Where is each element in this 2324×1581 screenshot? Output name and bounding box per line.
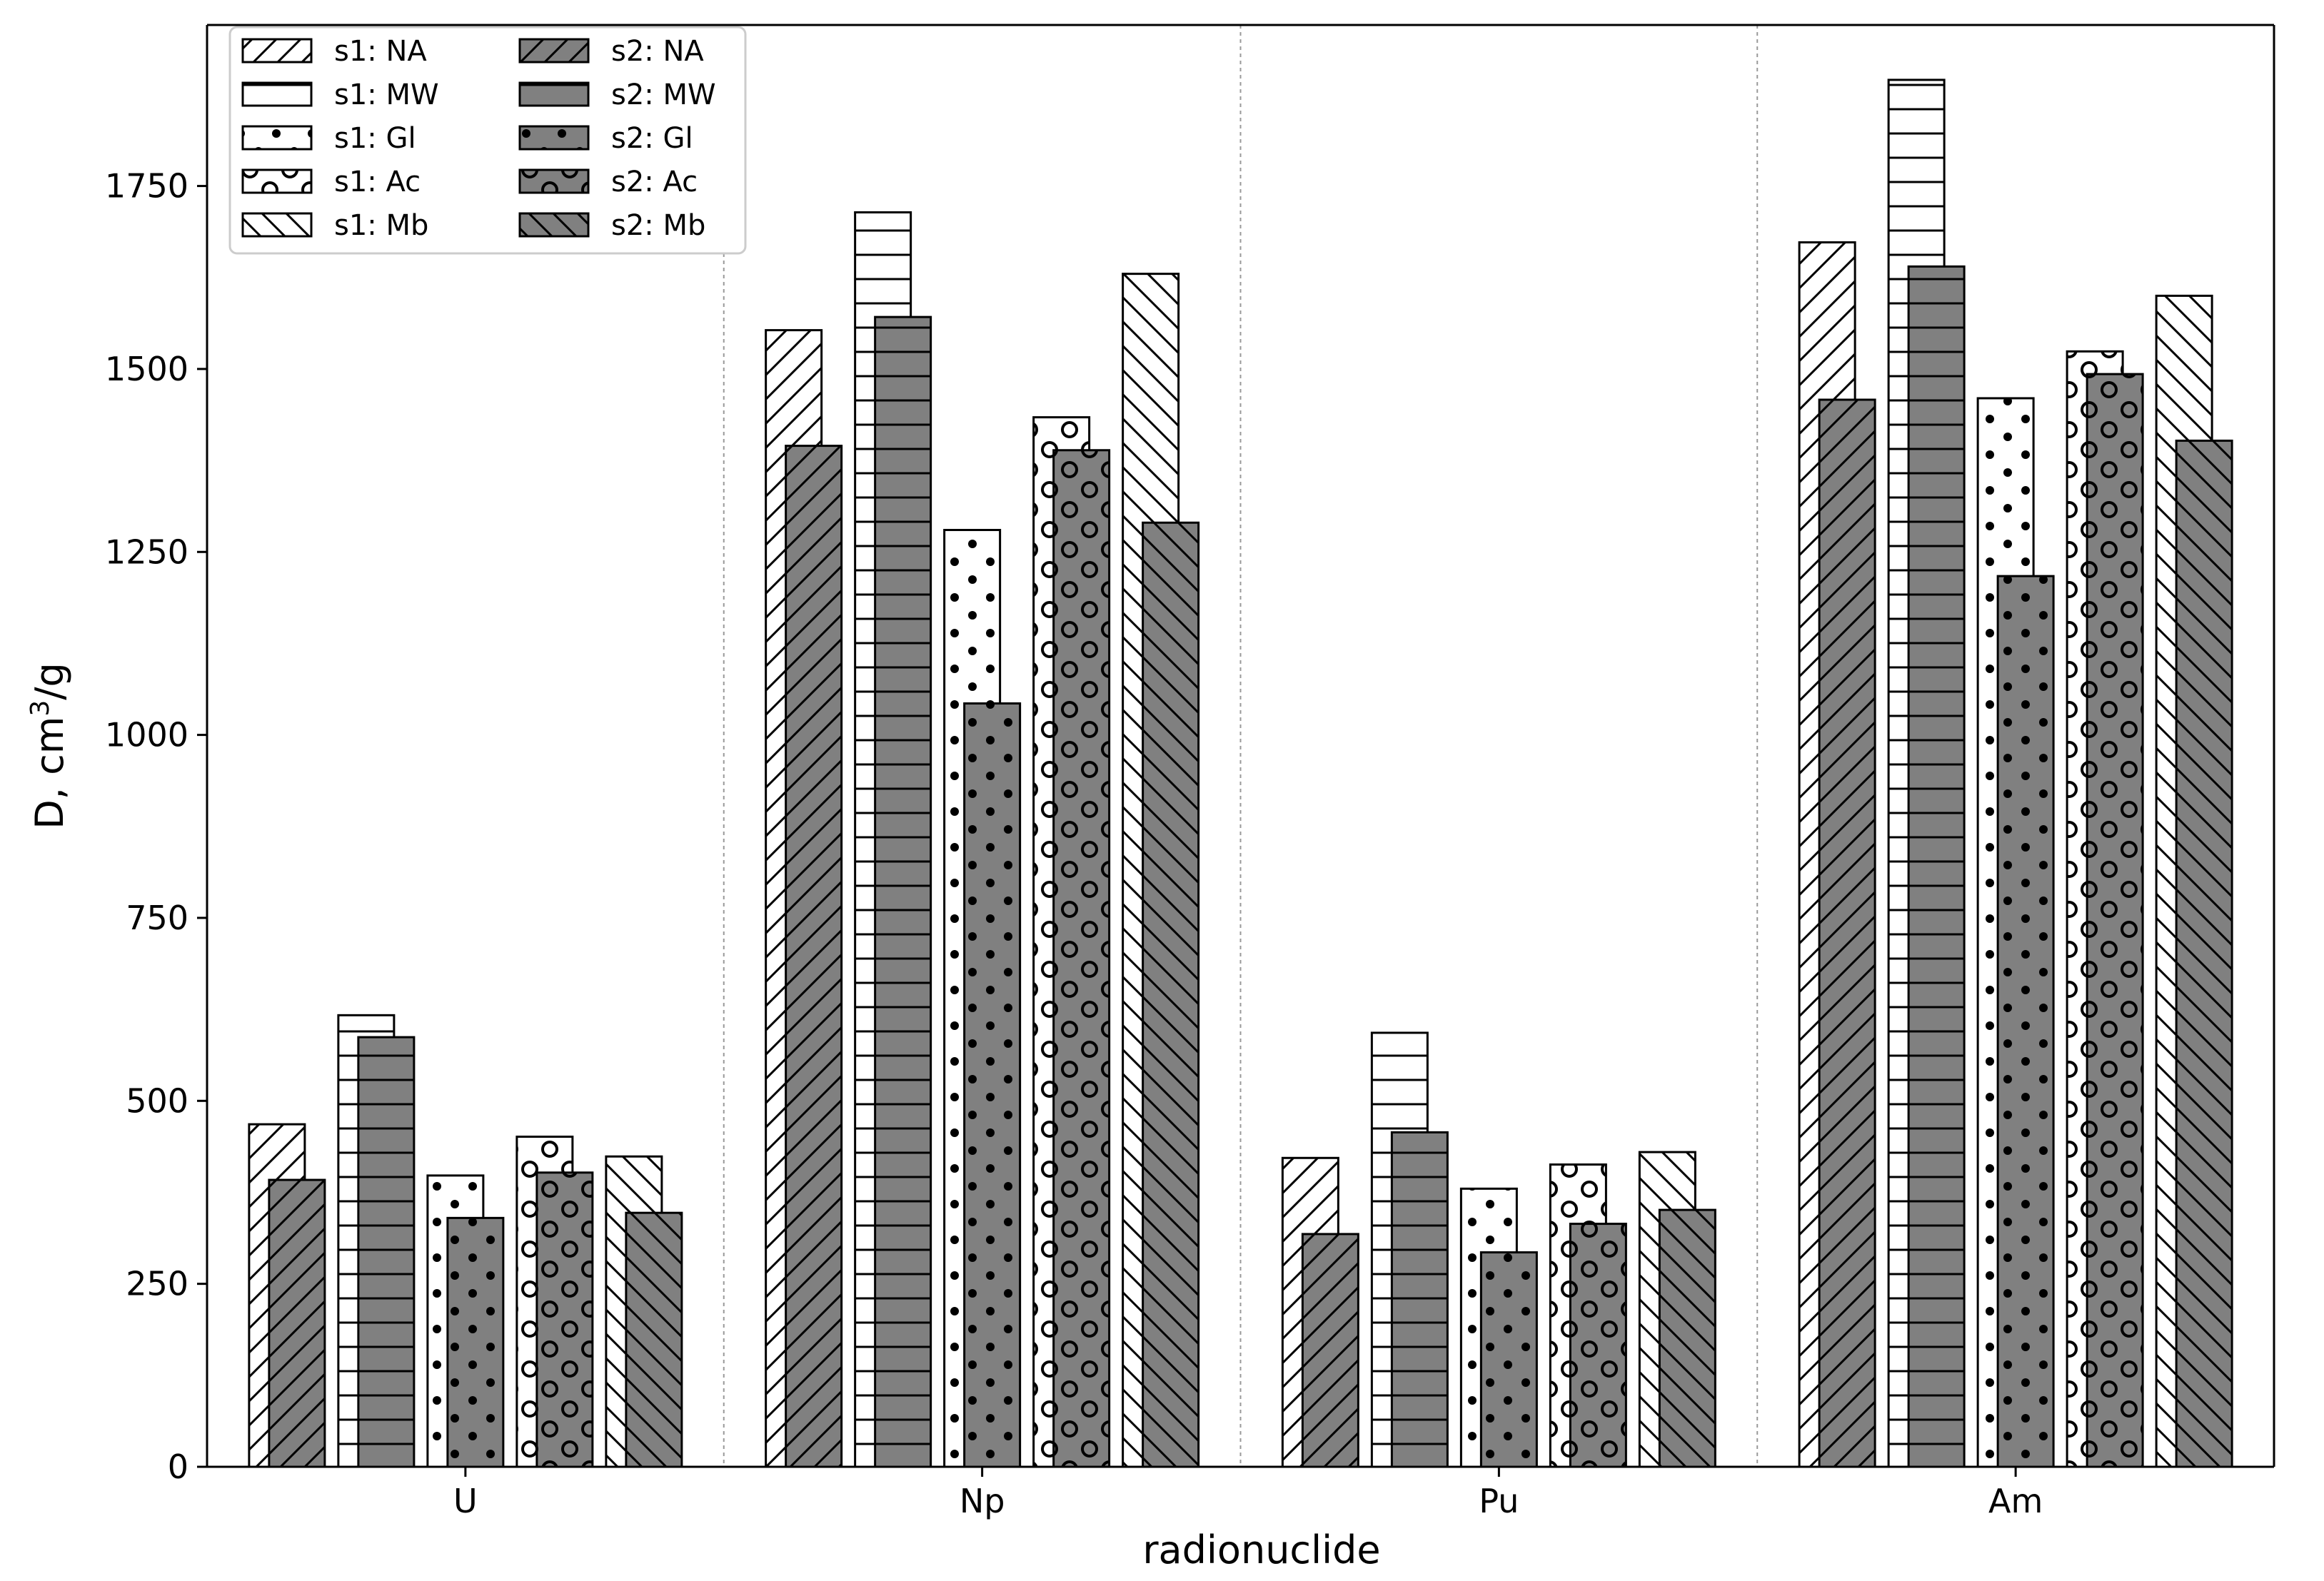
legend-item-s2-NA: s2: NA (518, 35, 704, 68)
bar-hatch (625, 1211, 683, 1468)
bar-s2-MW-Np (874, 315, 932, 1468)
legend-label: s1: Mb (334, 209, 428, 242)
bar-s2-Mb-Np (1142, 521, 1200, 1468)
bar-hatch (1569, 1223, 1627, 1468)
bar-s2-MW-Am (1907, 265, 1966, 1468)
legend-swatch (518, 38, 590, 64)
legend-label: s2: MW (611, 79, 716, 111)
bar-s2-Gl-Np (963, 702, 1022, 1468)
legend-item-s1-MW: s1: MW (241, 79, 439, 111)
bars (248, 79, 2233, 1468)
bar-s2-NA-Pu (1301, 1233, 1359, 1468)
bar-hatch (1142, 521, 1200, 1468)
legend-swatch (518, 168, 590, 194)
bar-s2-MW-Pu (1390, 1131, 1449, 1468)
bar-s2-Mb-Pu (1658, 1208, 1716, 1468)
bar-hatch (874, 315, 932, 1468)
bar-hatch (535, 1171, 594, 1468)
y-tick-label: 1250 (105, 532, 188, 571)
bar-s2-NA-Np (785, 445, 843, 1468)
x-tick-label: U (453, 1482, 478, 1520)
y-tick-label: 500 (126, 1081, 188, 1120)
bar-s2-NA-U (268, 1178, 326, 1468)
bar-s2-Ac-Pu (1569, 1223, 1627, 1468)
x-tick-label: Pu (1479, 1482, 1519, 1520)
legend-swatch (241, 212, 313, 238)
legend-swatch (241, 38, 313, 64)
group-separators (723, 25, 1759, 1467)
bar-s2-Ac-Am (2086, 373, 2144, 1468)
legend-swatch (518, 81, 590, 107)
legend-swatch (518, 125, 590, 151)
legend-item-s1-Ac: s1: Ac (241, 166, 421, 198)
bar-hatch (1052, 449, 1111, 1468)
legend-frame (228, 26, 747, 255)
bar-hatch (268, 1178, 326, 1468)
bar-s2-Mb-Am (2175, 439, 2233, 1468)
bar-hatch (963, 702, 1022, 1468)
legend-swatch (241, 125, 313, 151)
legend-item-s2-Gl: s2: Gl (518, 122, 693, 155)
bar-hatch (357, 1036, 416, 1468)
bar-s2-Mb-U (625, 1211, 683, 1468)
bar-s2-Ac-Np (1052, 449, 1111, 1468)
y-tick-label: 1500 (105, 350, 188, 388)
bar-hatch (1658, 1208, 1716, 1468)
bar-hatch (1390, 1131, 1449, 1468)
bar-hatch (1818, 398, 1876, 1468)
bar-s2-MW-U (357, 1036, 416, 1468)
legend-label: s1: MW (334, 79, 439, 111)
x-tick-label: Am (1988, 1482, 2043, 1520)
legend-label: s1: NA (334, 35, 427, 68)
legend-item-s2-Mb: s2: Mb (518, 209, 705, 242)
legend-item-s1-Gl: s1: Gl (241, 122, 416, 155)
legend-label: s2: NA (611, 35, 704, 68)
y-tick-label: 250 (126, 1265, 188, 1303)
y-axis-ticks: 0 250 500 750 1000 1250 1500 1750 (105, 167, 207, 1486)
legend-item-s1-NA: s1: NA (241, 35, 427, 68)
y-tick-label: 750 (126, 899, 188, 937)
bar-hatch (1479, 1251, 1538, 1468)
y-tick-label: 0 (168, 1448, 188, 1486)
legend-label: s2: Gl (611, 122, 693, 155)
legend-label: s2: Mb (611, 209, 705, 242)
legend-item-s1-Mb: s1: Mb (241, 209, 428, 242)
bar-s2-NA-Am (1818, 398, 1876, 1468)
bar-hatch (1301, 1233, 1359, 1468)
legend-swatch (241, 81, 313, 107)
legend-swatch (241, 168, 313, 194)
axes (206, 24, 2275, 1468)
bar-hatch (446, 1216, 505, 1468)
y-axis-title-superscript: 3 (26, 700, 55, 717)
bar-hatch (1907, 265, 1966, 1468)
bar-s2-Gl-U (446, 1216, 505, 1468)
bar-s2-Ac-U (535, 1171, 594, 1468)
y-axis-title-suffix: /g (27, 662, 72, 699)
legend-label: s1: Gl (334, 122, 416, 155)
y-tick-label: 1750 (105, 167, 188, 206)
y-axis-title-main: D, cm (27, 717, 72, 829)
bar-hatch (2175, 439, 2233, 1468)
bar-s2-Gl-Am (1996, 575, 2055, 1468)
legend-label: s2: Ac (611, 166, 698, 198)
bar-hatch (785, 445, 843, 1468)
legend-item-s2-Ac: s2: Ac (518, 166, 698, 198)
y-axis-title: D, cm3/g (26, 662, 72, 829)
bar-hatch (2086, 373, 2144, 1468)
legend: s1: NA s1: MW s1: Gl s1: Ac s1: Mb s2: NA s2: … (228, 26, 747, 255)
x-axis-title: radionuclide (1142, 1527, 1380, 1572)
bar-s2-Gl-Pu (1479, 1251, 1538, 1468)
y-tick-label: 1000 (105, 716, 188, 754)
legend-swatch (518, 212, 590, 238)
bar-hatch (1996, 575, 2055, 1468)
legend-label: s1: Ac (334, 166, 421, 198)
x-tick-label: Np (960, 1482, 1005, 1520)
legend-item-s2-MW: s2: MW (518, 79, 716, 111)
x-axis-ticks: U Np Pu Am (453, 1467, 2043, 1520)
